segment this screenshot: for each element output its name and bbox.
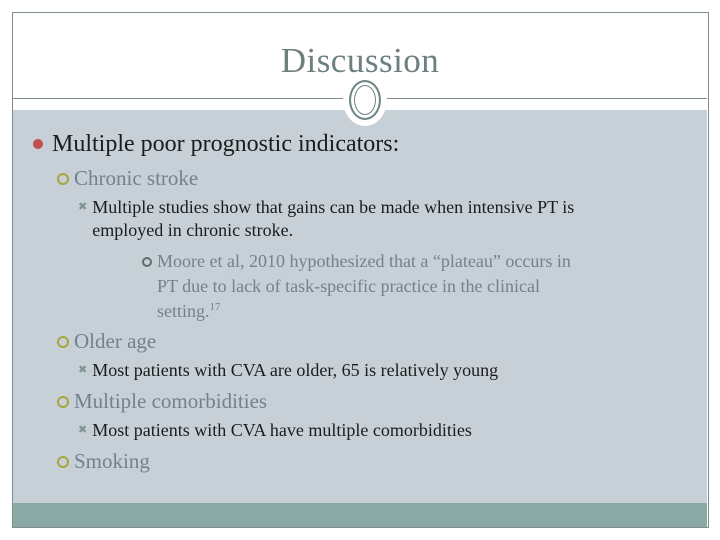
open-circle-bullet-icon bbox=[57, 396, 69, 408]
bullet-text: Smoking bbox=[74, 449, 150, 473]
bullet-prognostic-indicators: Multiple poor prognostic indicators: bbox=[13, 130, 707, 158]
double-ring-icon bbox=[349, 80, 381, 120]
open-circle-bullet-icon bbox=[142, 257, 152, 267]
open-circle-bullet-icon bbox=[57, 173, 69, 185]
bullet-comorbidities: Multiple comorbidities bbox=[13, 389, 707, 414]
bullet-line: Multiple studies show that gains can be … bbox=[92, 197, 575, 217]
bullet-text: Multiple comorbidities bbox=[74, 389, 268, 413]
bullet-older-age: Older age bbox=[13, 329, 707, 354]
x-bullet-icon: ✖ bbox=[78, 200, 88, 213]
slide-title: Discussion bbox=[280, 41, 440, 80]
bullet-older-note: ✖ Most patients with CVA are older, 65 i… bbox=[13, 359, 707, 382]
footer-accent-band bbox=[13, 503, 707, 527]
bullet-text: Most patients with CVA are older, 65 is … bbox=[92, 360, 499, 380]
bullet-text: Older age bbox=[74, 329, 157, 353]
bullet-comorbidities-note: ✖ Most patients with CVA have multiple c… bbox=[13, 419, 707, 442]
bullet-line: PT due to lack of task-specific practice… bbox=[157, 276, 541, 296]
x-bullet-icon: ✖ bbox=[78, 363, 88, 376]
bullet-moore-citation: Moore et al, 2010 hypothesized that a “p… bbox=[13, 249, 707, 324]
x-bullet-icon: ✖ bbox=[78, 423, 88, 436]
bullet-text: Chronic stroke bbox=[74, 166, 199, 190]
bullet-studies-note: ✖ Multiple studies show that gains can b… bbox=[13, 196, 707, 242]
bullet-text: Multiple poor prognostic indicators: bbox=[52, 131, 400, 157]
bullet-text: Multiple studies show that gains can be … bbox=[92, 196, 707, 242]
slide-body: Multiple poor prognostic indicators: Chr… bbox=[13, 110, 707, 503]
bullet-line: setting. bbox=[157, 301, 210, 321]
bullet-chronic-stroke: Chronic stroke bbox=[13, 166, 707, 191]
citation-superscript: 17 bbox=[209, 301, 221, 313]
bullet-line: Moore et al, 2010 hypothesized that a “p… bbox=[157, 251, 571, 271]
bullet-line: employed in chronic stroke. bbox=[92, 220, 294, 240]
bullet-smoking: Smoking bbox=[13, 449, 707, 474]
bullet-text: Moore et al, 2010 hypothesized that a “p… bbox=[157, 249, 707, 324]
bullet-text: Most patients with CVA have multiple com… bbox=[92, 420, 472, 440]
open-circle-bullet-icon bbox=[57, 456, 69, 468]
filled-circle-bullet-icon bbox=[33, 139, 43, 149]
divider-ornament-circle bbox=[343, 74, 387, 126]
open-circle-bullet-icon bbox=[57, 336, 69, 348]
